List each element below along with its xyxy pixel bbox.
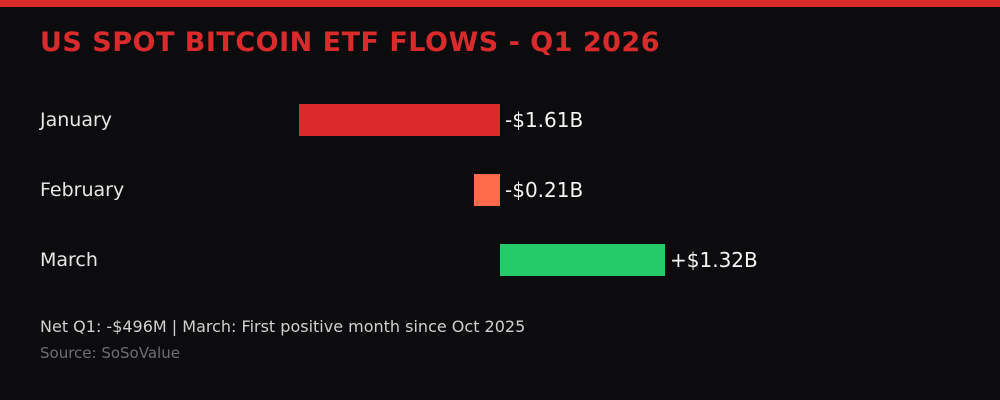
source-credit: Source: SoSoValue [40, 344, 180, 362]
value-label: +$1.32B [670, 248, 758, 272]
chart-row: January -$1.61B [0, 85, 1000, 155]
accent-strip [0, 0, 1000, 7]
chart-row: February -$0.21B [0, 155, 1000, 225]
bar [474, 174, 500, 206]
value-label: -$1.61B [505, 108, 584, 132]
chart-title: US SPOT BITCOIN ETF FLOWS - Q1 2026 [40, 27, 660, 58]
bar [500, 244, 665, 276]
value-label: -$0.21B [505, 178, 584, 202]
category-label: January [40, 109, 113, 131]
category-label: February [40, 179, 125, 201]
chart-row: March +$1.32B [0, 225, 1000, 295]
summary-note: Net Q1: -$496M | March: First positive m… [40, 317, 526, 336]
bar [299, 104, 500, 136]
category-label: March [40, 249, 98, 271]
